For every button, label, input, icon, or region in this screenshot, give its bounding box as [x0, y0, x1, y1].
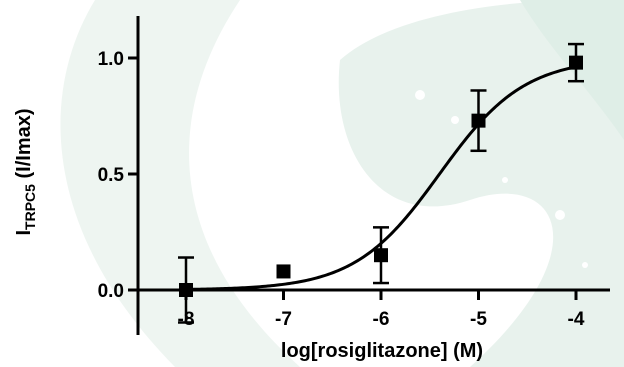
x-tick-label: -6 [373, 309, 390, 330]
y-axis-label-main: I [13, 230, 35, 236]
data-point [470, 89, 487, 153]
y-axis-label: ITRPC5 (I/Imax) [13, 108, 38, 235]
data-marker [374, 248, 388, 263]
y-tick-label: 0.5 [98, 165, 125, 186]
x-axis-label: log[rosiglitazone] (M) [281, 340, 483, 362]
watermark-dot [555, 210, 565, 220]
data-point [276, 264, 291, 279]
watermark-dot [502, 177, 508, 183]
watermark-dot [521, 241, 529, 249]
watermark-dot [415, 90, 425, 100]
data-marker [569, 55, 583, 70]
y-axis-label-subscript: TRPC5 [22, 184, 38, 230]
y-tick-label: 1.0 [98, 49, 124, 70]
x-tick-label: -4 [568, 309, 585, 330]
watermark-dot [582, 262, 588, 268]
watermark-dot [451, 116, 459, 124]
watermark-swoosh-right [520, 0, 624, 140]
x-tick-label: -5 [470, 309, 487, 330]
x-tick-label: -7 [275, 309, 292, 330]
data-marker [179, 283, 193, 297]
data-points-layer [178, 42, 584, 324]
watermark-swoosh [60, 0, 301, 367]
data-point [178, 256, 194, 324]
data-marker [471, 113, 486, 128]
watermark-leaf [338, 0, 624, 367]
background-watermark [60, 0, 624, 367]
y-tick-label: 0.0 [98, 281, 124, 302]
data-point [373, 226, 389, 285]
data-marker [276, 264, 291, 279]
data-point [568, 42, 584, 83]
y-axis-label-suffix: (I/Imax) [13, 108, 35, 184]
watermark-dot [464, 224, 476, 236]
